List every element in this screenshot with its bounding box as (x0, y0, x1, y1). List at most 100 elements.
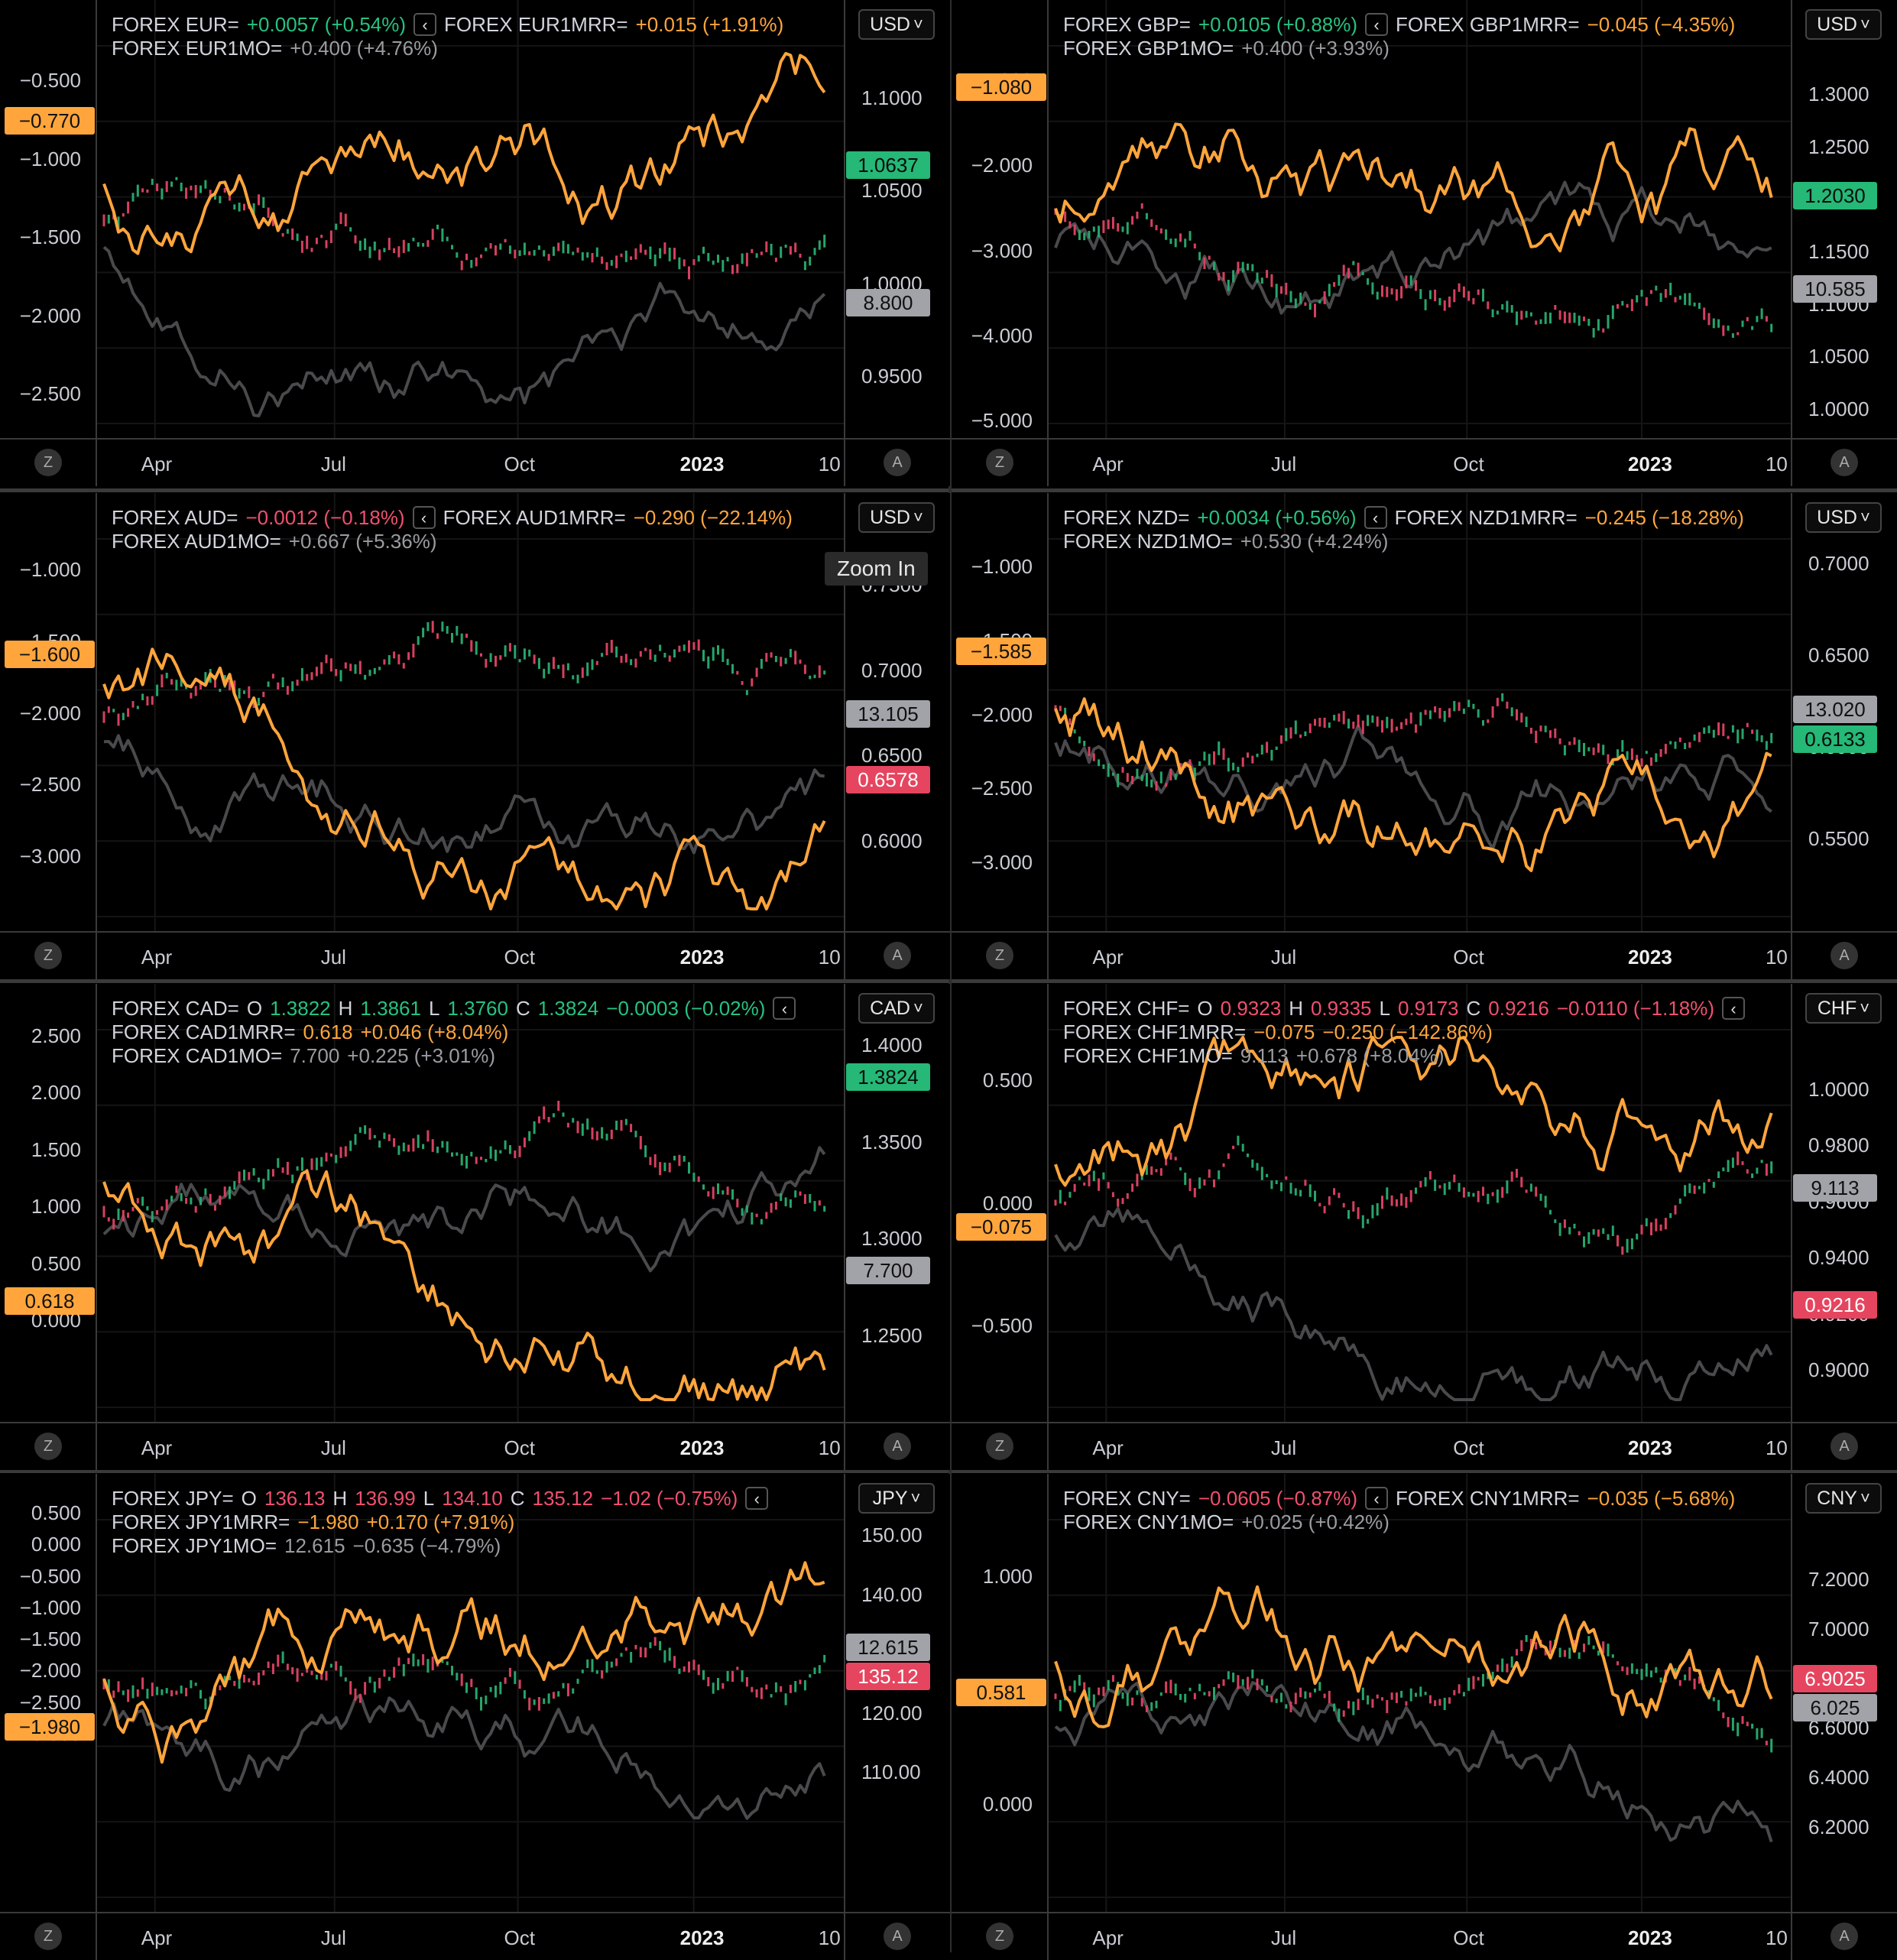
price-candle (1405, 275, 1408, 289)
price-candle (697, 639, 700, 651)
price-candle (809, 675, 812, 680)
collapse-legend-button[interactable]: ‹ (413, 13, 437, 36)
left-axis-mode-button[interactable]: Z (34, 1923, 62, 1950)
right-axis-mode-button[interactable]: A (1831, 449, 1858, 476)
last-value-tag: 13.020 (1793, 696, 1877, 723)
price-candle (1558, 1222, 1561, 1236)
price-candle (364, 674, 367, 680)
left-axis-mode-button[interactable]: Z (34, 1433, 62, 1460)
left-axis-mode-button[interactable]: Z (34, 942, 62, 969)
price-candle (1256, 1678, 1259, 1691)
price-candle (1323, 291, 1326, 304)
price-candle (339, 212, 342, 224)
legend-text: +0.046 (+8.04%) (360, 1020, 509, 1043)
price-candle (373, 1134, 376, 1139)
collapse-legend-button[interactable]: ‹ (1364, 506, 1387, 529)
price-candle (1064, 1201, 1067, 1206)
time-axis-label: Jul (1270, 946, 1297, 969)
collapse-legend-button[interactable]: ‹ (1365, 13, 1389, 36)
price-candle (190, 1197, 193, 1205)
price-candle (1731, 725, 1734, 733)
right-axis-mode-button[interactable]: A (884, 449, 911, 476)
price-candle (431, 1657, 434, 1670)
price-candle (170, 1196, 173, 1202)
currency-select[interactable]: USD ˅ (858, 9, 935, 40)
right-axis-mode-button[interactable]: A (884, 942, 911, 969)
price-candle (1395, 1199, 1398, 1207)
price-plot[interactable] (0, 0, 950, 486)
price-candle (707, 252, 710, 261)
price-plot[interactable] (952, 0, 1897, 486)
price-candle (1443, 1697, 1446, 1710)
collapse-legend-button[interactable]: ‹ (1365, 1487, 1389, 1510)
price-plot[interactable] (0, 493, 950, 979)
price-candle (407, 1144, 410, 1152)
right-axis-tick: 0.9000 (1808, 1358, 1869, 1381)
right-axis-mode-button[interactable]: A (1831, 942, 1858, 969)
price-candle (281, 232, 284, 237)
price-candle (755, 253, 758, 258)
left-axis-tick: −1.500 (19, 1627, 81, 1651)
price-candle (1314, 719, 1316, 726)
price-candle (1121, 1692, 1124, 1699)
price-plot[interactable] (952, 984, 1897, 1470)
price-plot[interactable] (952, 1474, 1897, 1960)
price-candle (803, 664, 806, 674)
currency-select[interactable]: USD ˅ (1805, 502, 1882, 533)
price-candle (1491, 1672, 1494, 1679)
price-candle (1544, 725, 1547, 732)
price-candle (436, 1147, 439, 1154)
currency-select[interactable]: USD ˅ (1805, 9, 1882, 40)
last-value-tag: 7.700 (846, 1257, 930, 1284)
time-axis-label: Apr (1092, 453, 1124, 475)
right-axis-mode-button[interactable]: A (1831, 1923, 1858, 1950)
left-axis-mode-button[interactable]: Z (986, 1923, 1013, 1950)
price-candle (1636, 295, 1639, 303)
price-candle (495, 245, 497, 256)
left-axis-mode-button[interactable]: Z (986, 942, 1013, 969)
legend-text: O (241, 1486, 257, 1510)
price-candle (402, 1142, 405, 1152)
left-axis-mode-button[interactable]: Z (986, 449, 1013, 476)
legend-row: FOREX JPY1MO= 12.615 −0.635 (−4.79%) (112, 1534, 501, 1557)
price-candle (1587, 1231, 1591, 1244)
right-axis-mode-button[interactable]: A (884, 1433, 911, 1460)
price-candle (547, 662, 550, 674)
left-axis-tick: −2.000 (19, 303, 81, 327)
left-axis-mode-button[interactable]: Z (986, 1433, 1013, 1460)
collapse-legend-button[interactable]: ‹ (1722, 997, 1746, 1020)
price-candle (1323, 1206, 1326, 1214)
price-candle (659, 1640, 662, 1650)
legend-text: FOREX CNY1MRR= (1396, 1486, 1580, 1510)
price-candle (446, 236, 449, 242)
left-axis-mode-button[interactable]: Z (34, 449, 62, 476)
collapse-legend-button[interactable]: ‹ (773, 997, 796, 1020)
price-candle (663, 1650, 666, 1663)
collapse-legend-button[interactable]: ‹ (745, 1487, 769, 1510)
price-plot[interactable] (952, 493, 1897, 979)
price-candle (1477, 1190, 1480, 1202)
price-candle (591, 253, 594, 263)
currency-select[interactable]: CHF ˅ (1805, 993, 1882, 1024)
price-candle (1121, 1198, 1124, 1205)
currency-select[interactable]: CAD ˅ (858, 993, 935, 1024)
time-axis-label: Apr (141, 453, 173, 475)
price-candle (1731, 1157, 1734, 1168)
right-axis-mode-button[interactable]: A (1831, 1433, 1858, 1460)
currency-select[interactable]: JPY ˅ (858, 1483, 935, 1514)
price-candle (1428, 1695, 1432, 1704)
price-candle (799, 1679, 802, 1685)
price-candle (1650, 757, 1652, 766)
currency-select[interactable]: CNY ˅ (1805, 1483, 1882, 1514)
right-axis-mode-button[interactable]: A (884, 1923, 911, 1950)
collapse-legend-button[interactable]: ‹ (412, 506, 436, 529)
price-candle (1645, 1663, 1648, 1677)
price-plot[interactable] (0, 984, 950, 1470)
currency-select[interactable]: USD ˅ (858, 502, 935, 533)
price-candle (320, 1672, 323, 1680)
price-candle (1376, 291, 1379, 300)
price-candle (451, 633, 453, 643)
price-candle (286, 1161, 289, 1175)
price-candle (823, 670, 826, 675)
price-plot[interactable] (0, 1474, 950, 1960)
